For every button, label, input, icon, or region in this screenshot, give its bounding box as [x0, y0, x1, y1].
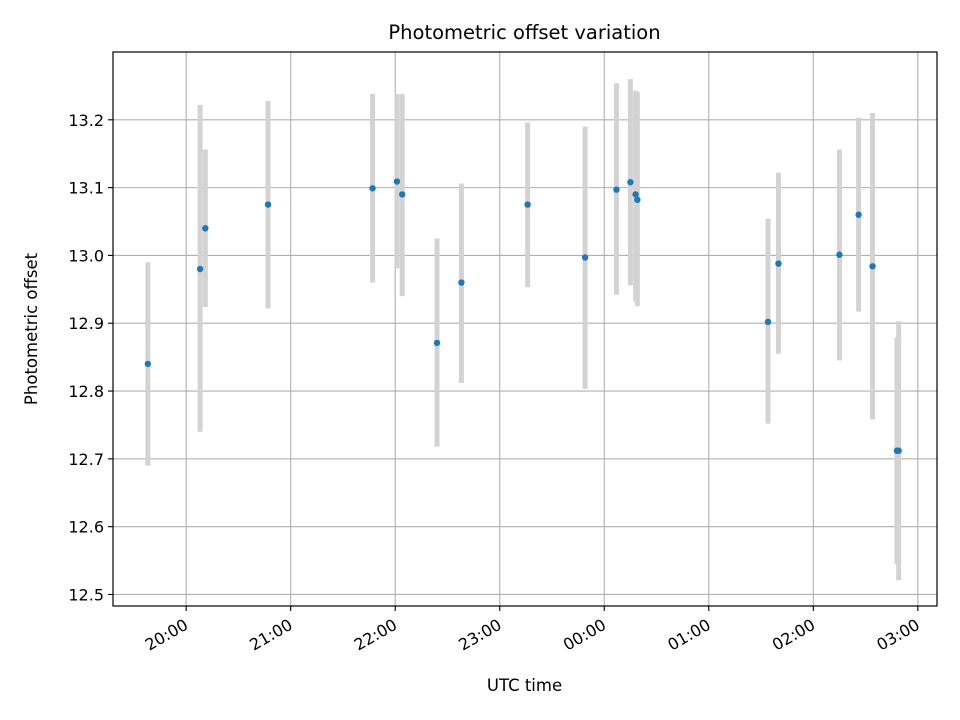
- data-point: [895, 447, 902, 454]
- y-tick-label: 12.5: [68, 585, 104, 604]
- data-point: [369, 185, 376, 192]
- x-axis-label: UTC time: [487, 676, 562, 695]
- data-point: [613, 186, 620, 193]
- data-point: [764, 318, 772, 326]
- data-point: [524, 201, 531, 208]
- data-point: [836, 251, 843, 258]
- data-point: [627, 178, 634, 186]
- data-point: [581, 254, 589, 261]
- y-tick-label: 13.1: [68, 179, 104, 198]
- data-point: [634, 196, 641, 204]
- data-point: [398, 191, 406, 198]
- data-point: [202, 225, 209, 232]
- data-point: [433, 339, 441, 347]
- y-axis-label: Photometric offset: [22, 252, 41, 405]
- y-tick-label: 12.7: [68, 450, 104, 469]
- data-point: [144, 360, 152, 368]
- data-point: [632, 191, 639, 198]
- y-tick-label: 12.8: [68, 382, 104, 401]
- plot-frame: [112, 51, 938, 607]
- y-tick-label: 12.6: [68, 518, 104, 537]
- data-point: [393, 178, 401, 185]
- data-points: [144, 178, 902, 454]
- grid: [113, 52, 937, 606]
- data-point: [855, 211, 862, 218]
- data-point: [196, 265, 204, 273]
- y-tick-label: 13.2: [68, 111, 104, 130]
- chart-title: Photometric offset variation: [388, 21, 660, 44]
- data-point: [264, 201, 272, 208]
- y-tick-label: 13.0: [68, 246, 104, 265]
- data-point: [869, 263, 876, 270]
- y-tick-label: 12.9: [68, 314, 104, 333]
- data-point: [775, 260, 782, 267]
- data-point: [458, 279, 465, 286]
